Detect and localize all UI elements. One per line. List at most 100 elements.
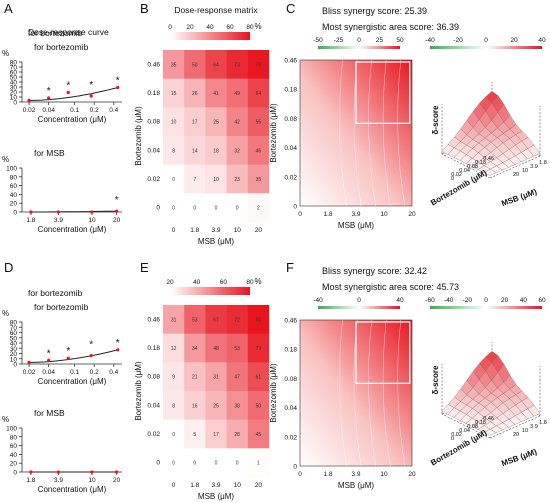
cell-value: 0 <box>172 432 175 438</box>
y-axis-label: Bortezomib (μM) <box>269 103 278 163</box>
bliss-synergy-score: Bliss synergy score: 32.42 <box>322 266 427 276</box>
surface-x-tick: 3.9 <box>530 424 538 430</box>
y-tick-label: 0.04 <box>284 405 297 412</box>
x-tick-label: 0 <box>298 211 302 218</box>
heatmap-cell <box>205 50 227 79</box>
x-tick-label: 20 <box>408 211 416 218</box>
heatmap-cell <box>247 305 270 334</box>
most-synergistic-area-score: Most synergistic area score: 36.39 <box>322 22 459 32</box>
heatmap-cell <box>184 419 206 449</box>
colorbar-tick: 60 <box>220 279 228 286</box>
z-axis-label: δ-score <box>431 105 440 134</box>
y-unit-label: % <box>2 155 9 164</box>
cell-value: 8 <box>172 148 175 154</box>
x-axis-label: MSB (μM) <box>198 237 234 246</box>
cell-value: 50 <box>256 403 262 409</box>
data-point <box>115 209 119 213</box>
y-tick-label: 80 <box>10 174 18 181</box>
data-point <box>29 210 33 214</box>
heatmap-cell <box>163 136 185 165</box>
heatmap-cell <box>163 50 185 79</box>
fit-curve <box>29 349 118 363</box>
x-tick-label: 0.04 <box>42 369 55 376</box>
cell-value: 0 <box>193 461 196 467</box>
colorbar-tick: 20 <box>510 37 518 44</box>
cell-value: 9 <box>172 375 175 381</box>
y-tick-label: 40 <box>10 452 18 459</box>
surface-x-label: MSB (μM) <box>500 447 538 468</box>
colorbar-tick: 50 <box>396 37 404 44</box>
cell-value: 0 <box>236 461 239 467</box>
surface-y-tick: 0.04 <box>459 168 470 174</box>
heatmap-cell <box>205 448 227 478</box>
cell-value: 42 <box>234 120 240 126</box>
colorbar-tick: -20 <box>453 37 463 44</box>
heatmap-cell <box>184 448 206 478</box>
row-tick-label: 0.46 <box>147 316 160 323</box>
dose-response-matrix-5: 20 40 60 80 % 31 53 67 72 80 12 34 48 53 73 9 21 31 47 61 8 1… <box>134 277 270 501</box>
y-tick-label: 0 <box>13 470 17 477</box>
x-tick-label: 3.9 <box>351 471 360 478</box>
col-tick-label: 1.8 <box>190 227 199 234</box>
panel-letter-C: C <box>286 1 295 16</box>
y-tick-label: 60 <box>10 443 18 450</box>
cell-value: 0 <box>193 206 196 212</box>
y-tick-label: 100 <box>6 166 17 173</box>
heatmap-cell <box>205 136 227 165</box>
y-tick-label: 0.08 <box>284 116 297 123</box>
x-axis-label: Concentration (μM) <box>38 115 107 124</box>
surface-y-tick: 0.46 <box>483 416 494 422</box>
cell-value: 38 <box>234 403 240 409</box>
surface-x-tick: 20 <box>513 432 519 438</box>
heatmap-cell <box>247 333 270 363</box>
x-tick-label: 20 <box>408 471 416 478</box>
colorbar-tick: -60 <box>425 297 435 304</box>
col-tick-label: 20 <box>255 482 263 489</box>
cell-value: 28 <box>234 432 240 438</box>
panel-letter-B: B <box>140 1 149 16</box>
surface-y-tick: 0.02 <box>451 172 462 178</box>
x-tick-label: 1.8 <box>26 477 35 484</box>
cell-value: 10 <box>171 120 177 126</box>
heatmap-cell <box>226 333 249 363</box>
synergistic-area-box <box>355 61 411 124</box>
significance-star: * <box>66 346 70 357</box>
y-axis-label: Bortezomib (μM) <box>134 361 143 421</box>
surface-y-tick: 0 <box>451 176 454 182</box>
data-point <box>66 90 70 95</box>
contour-line <box>397 319 406 467</box>
x-axis-label: Concentration (μM) <box>38 377 107 386</box>
heatmap-cell <box>184 50 206 79</box>
surface-x-label: MSB (μM) <box>500 187 538 208</box>
surface-colorbar <box>430 306 542 309</box>
x-tick-label: 10 <box>88 477 96 484</box>
cell-value: 2 <box>257 206 260 212</box>
data-point <box>47 96 51 100</box>
x-tick-label: 0.2 <box>90 107 99 114</box>
contour-line <box>382 319 391 467</box>
surface-patch <box>483 169 497 176</box>
heatmap-cell <box>205 391 227 420</box>
colorbar-tick: -40 <box>444 297 454 304</box>
heatmap-cell <box>247 391 270 420</box>
fit-curve <box>29 87 118 101</box>
col-tick-label: 3.9 <box>211 227 220 234</box>
cell-value: 67 <box>213 317 219 323</box>
data-point <box>90 470 94 474</box>
surface-x-tick: 3.9 <box>530 164 538 170</box>
row-tick-label: 0.08 <box>147 374 160 381</box>
col-tick-label: 1.8 <box>190 482 199 489</box>
fit-curve <box>30 210 117 213</box>
cell-value: 17 <box>192 120 198 126</box>
panel-letter-A: A <box>4 1 13 16</box>
x-tick-label: 0.2 <box>90 369 99 376</box>
surface-y-tick: 0.46 <box>483 156 494 162</box>
x-tick-label: 0.04 <box>42 107 55 114</box>
heatmap-cell <box>226 50 249 79</box>
cell-value: 5 <box>193 432 196 438</box>
row-tick-label: 0 <box>156 205 160 212</box>
row-tick-label: 0.02 <box>147 431 160 438</box>
y-unit-label: % <box>2 415 9 424</box>
